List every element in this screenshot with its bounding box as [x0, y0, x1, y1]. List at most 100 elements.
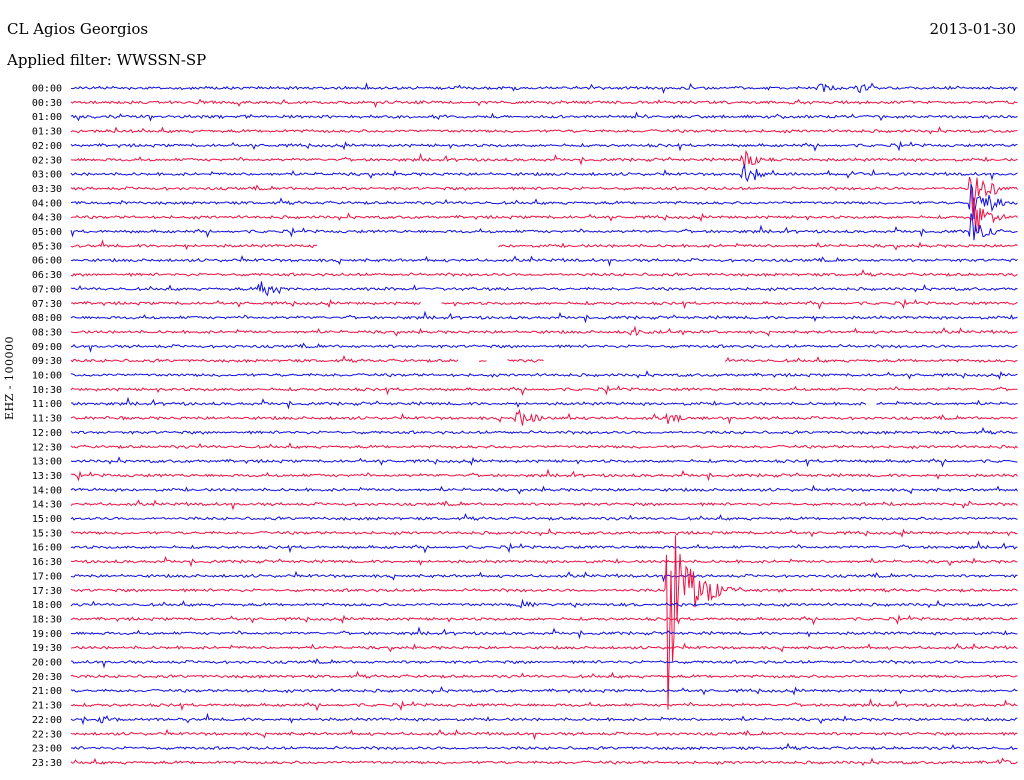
- trace-row: [70, 757, 1018, 766]
- time-label: 15:00: [32, 514, 62, 525]
- time-label: 15:30: [32, 528, 62, 539]
- record-date: 2013-01-30: [929, 20, 1016, 38]
- trace-row: [70, 408, 1018, 426]
- time-label: 05:30: [32, 241, 62, 252]
- trace-row: [70, 396, 1018, 410]
- time-label: 08:00: [32, 313, 62, 324]
- time-label: 07:00: [32, 284, 62, 295]
- time-label: 02:00: [32, 141, 62, 152]
- trace-row: [70, 176, 1018, 212]
- trace-row: [70, 298, 1018, 310]
- time-label: 00:30: [32, 98, 62, 109]
- time-label: 18:00: [32, 600, 62, 611]
- time-label: 19:30: [32, 643, 62, 654]
- trace-row: [70, 370, 1018, 380]
- time-label: 17:00: [32, 571, 62, 582]
- trace-group: [70, 81, 1018, 766]
- time-label: 01:00: [32, 112, 62, 123]
- trace-row: [70, 712, 1018, 726]
- time-label: 10:00: [32, 371, 62, 382]
- trace-row: [70, 598, 1018, 609]
- time-label: 16:00: [32, 543, 62, 554]
- time-label: 07:30: [32, 299, 62, 310]
- time-label: 00:00: [32, 84, 62, 95]
- trace-row: [70, 685, 1018, 696]
- trace-row: [70, 535, 1018, 710]
- time-label: 11:30: [32, 414, 62, 425]
- trace-row: [70, 626, 1018, 640]
- trace-row: [70, 81, 1018, 94]
- time-label: 04:00: [32, 198, 62, 209]
- filter-label: Applied filter: WWSSN-SP: [7, 51, 207, 69]
- trace-row: [70, 742, 1018, 751]
- time-label: 01:30: [32, 127, 62, 138]
- time-label: 06:30: [32, 270, 62, 281]
- time-label: 10:30: [32, 385, 62, 396]
- time-label: 06:00: [32, 256, 62, 267]
- trace-row: [70, 325, 1018, 337]
- trace-row: [70, 213, 1018, 241]
- trace-row: [70, 468, 1018, 482]
- time-label: 11:00: [32, 399, 62, 410]
- trace-row: [70, 670, 1018, 679]
- time-label: 23:00: [32, 744, 62, 755]
- time-label: 19:00: [32, 629, 62, 640]
- time-label: 14:30: [32, 500, 62, 511]
- trace-row: [70, 570, 1018, 583]
- trace-row: [70, 197, 1018, 233]
- time-label: 02:30: [32, 155, 62, 166]
- trace-row: [70, 183, 1018, 220]
- trace-row: [70, 149, 1018, 169]
- time-label: 22:30: [32, 729, 62, 740]
- time-label: 08:30: [32, 327, 62, 338]
- time-label: 20:00: [32, 658, 62, 669]
- trace-row: [70, 698, 1018, 712]
- time-label: 14:00: [32, 485, 62, 496]
- time-label: 21:00: [32, 686, 62, 697]
- time-label-group: 00:00 00:30 01:00 01:30 02:00 02:30 03:00 03:30…: [32, 84, 62, 769]
- trace-row: [70, 499, 1018, 511]
- time-label: 05:00: [32, 227, 62, 238]
- trace-row: [70, 98, 1018, 109]
- trace-row: [70, 140, 1018, 152]
- time-label: 20:30: [32, 672, 62, 683]
- time-label: 12:30: [32, 442, 62, 453]
- trace-row: [70, 728, 1018, 741]
- time-label: 23:30: [32, 758, 62, 769]
- trace-row: [70, 355, 1018, 364]
- time-label: 21:30: [32, 701, 62, 712]
- trace-row: [70, 268, 1018, 278]
- time-label: 16:30: [32, 557, 62, 568]
- time-label: 22:00: [32, 715, 62, 726]
- trace-row: [70, 342, 1018, 353]
- time-label: 17:30: [32, 586, 62, 597]
- trace-row: [70, 540, 1018, 554]
- trace-row: [70, 281, 1018, 297]
- trace-row: [70, 642, 1018, 653]
- trace-row: [70, 426, 1018, 435]
- trace-row: [70, 255, 1018, 267]
- station-title: CL Agios Georgios: [7, 20, 149, 38]
- trace-row: [70, 239, 1018, 251]
- time-label: 03:30: [32, 184, 62, 195]
- time-label: 12:00: [32, 428, 62, 439]
- trace-row: [70, 310, 1018, 324]
- trace-row: [70, 126, 1018, 135]
- trace-row: [70, 658, 1018, 669]
- trace-row: [70, 456, 1018, 468]
- time-label: 09:30: [32, 356, 62, 367]
- trace-row: [70, 614, 1018, 626]
- trace-row: [70, 163, 1018, 183]
- trace-row: [70, 384, 1018, 396]
- trace-row: [70, 484, 1018, 495]
- time-label: 09:00: [32, 342, 62, 353]
- time-label: 13:00: [32, 457, 62, 468]
- time-label: 18:30: [32, 614, 62, 625]
- time-label: 13:30: [32, 471, 62, 482]
- trace-row: [70, 512, 1018, 521]
- trace-row: [70, 527, 1018, 538]
- trace-row: [70, 111, 1018, 122]
- trace-row: [70, 442, 1018, 450]
